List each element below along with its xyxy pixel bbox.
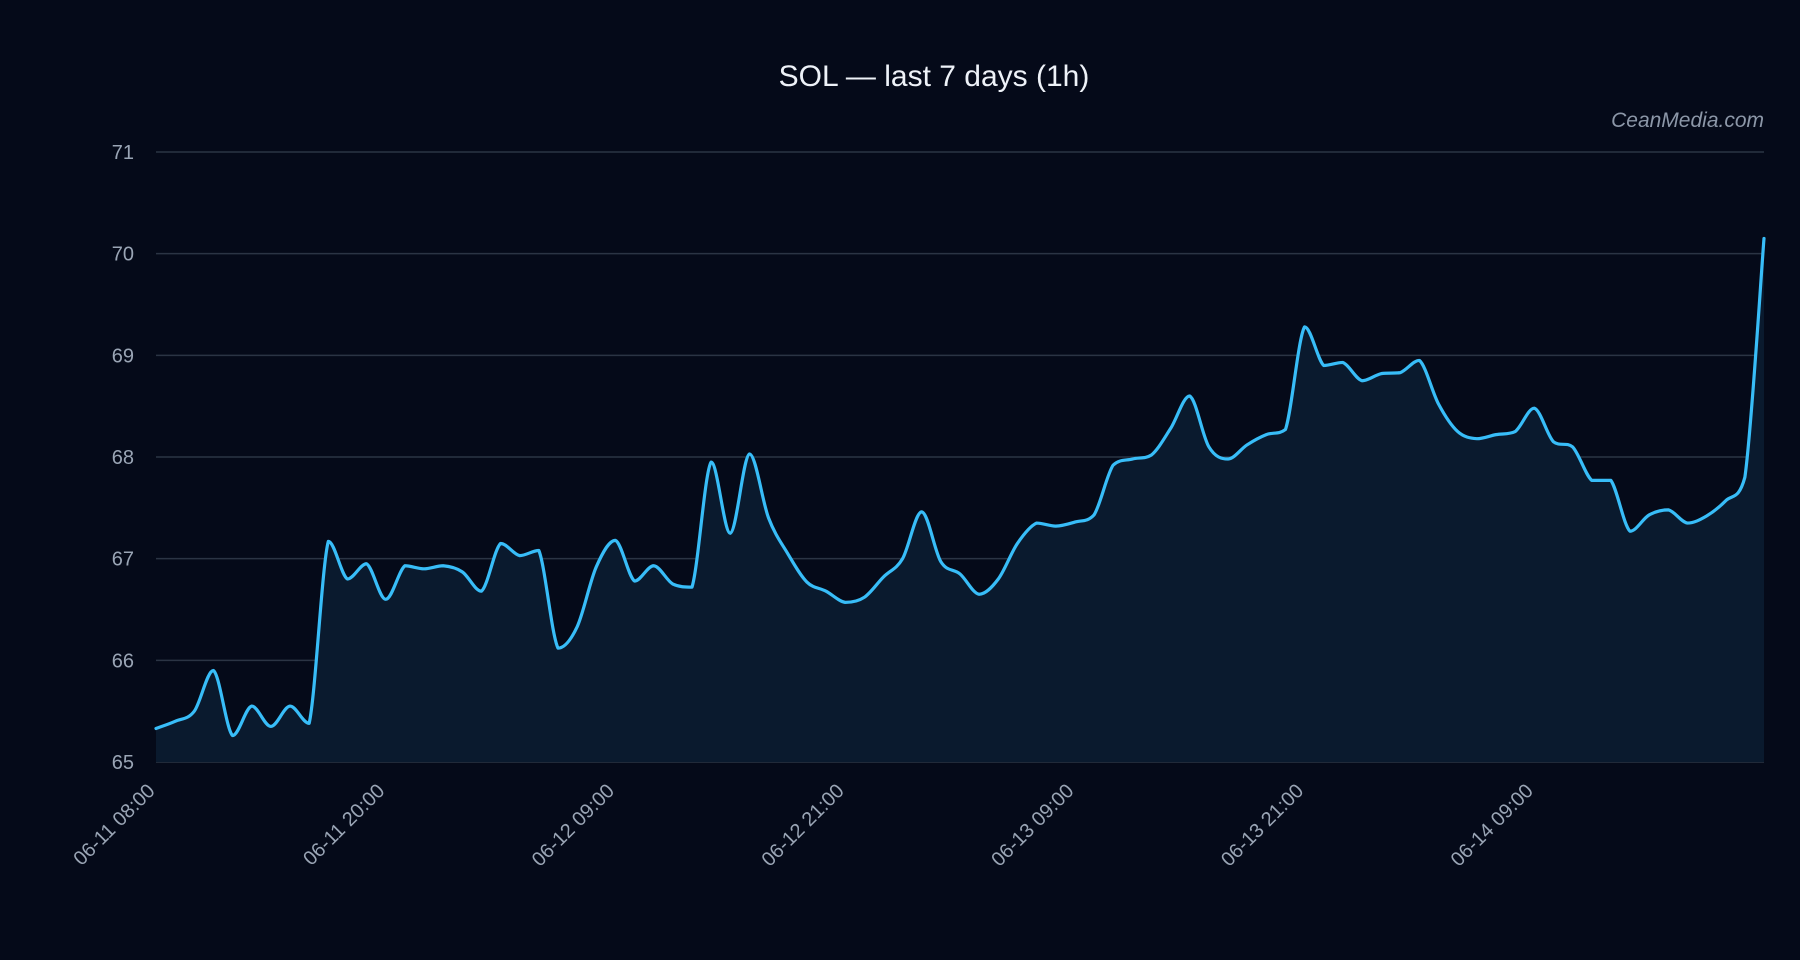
y-tick-label: 65 (112, 752, 134, 774)
watermark-text: CeanMedia.com (1611, 109, 1764, 132)
y-tick-label: 66 (112, 650, 134, 672)
x-tick-label: 06-13 09:00 (987, 780, 1078, 871)
price-line (154, 236, 1766, 738)
y-tick-label: 67 (112, 549, 134, 571)
y-axis-ticks: 65 66 67 68 69 70 71 (112, 142, 134, 774)
x-tick-label: 06-11 20:00 (299, 780, 389, 870)
x-tick-label: 06-11 08:00 (70, 780, 160, 870)
x-tick-label: 06-12 21:00 (758, 780, 849, 871)
y-tick-label: 69 (112, 345, 134, 367)
x-tick-label: 06-14 09:00 (1447, 780, 1538, 871)
y-tick-label: 68 (112, 447, 134, 469)
price-area-fill (156, 238, 1764, 763)
y-tick-label: 71 (112, 142, 134, 164)
y-tick-label: 70 (112, 244, 134, 266)
x-axis-ticks: 06-11 08:00 06-11 20:00 06-12 09:00 06-12 2… (70, 780, 1538, 871)
x-tick-label: 06-12 09:00 (528, 780, 619, 871)
chart-title: SOL — last 7 days (1h) (779, 60, 1090, 93)
x-tick-label: 06-13 21:00 (1217, 780, 1308, 871)
